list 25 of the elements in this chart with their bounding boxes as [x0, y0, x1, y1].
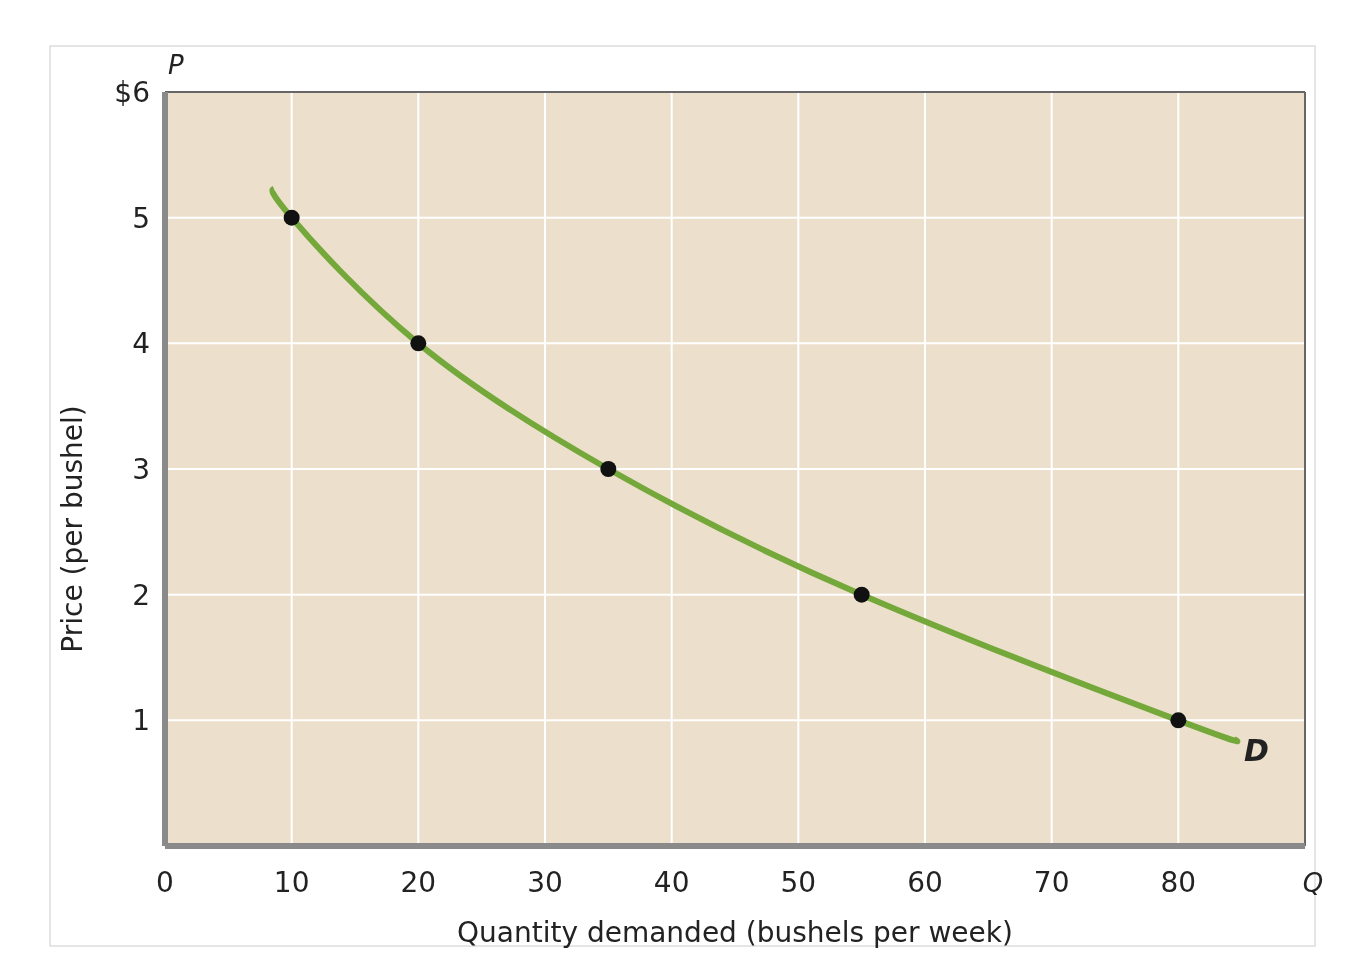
y-axis-title: Price (per bushel): [56, 405, 89, 653]
point: [853, 586, 870, 603]
y-tick-label: 5: [132, 201, 150, 235]
x-tick-label: 70: [1033, 866, 1070, 899]
x-axis-title: Quantity demanded (bushels per week): [457, 916, 1013, 949]
x-tick-label: 60: [907, 866, 943, 899]
y-tick-label: 1: [132, 704, 150, 738]
point: [410, 335, 427, 352]
point: [600, 461, 617, 477]
x-tick-label: 30: [527, 866, 563, 899]
x-tick-label: 80: [1160, 866, 1197, 899]
y-tick-label: 4: [132, 327, 150, 361]
y-tick-label: 3: [132, 453, 150, 486]
point: [283, 209, 300, 226]
y-tick-label: 2: [132, 578, 150, 612]
x-tick-label: 50: [780, 866, 817, 899]
text: P: [168, 50, 184, 80]
x-tick-label: 0: [156, 866, 174, 899]
series-label: D: [1244, 733, 1269, 769]
x-tick-label: 40: [653, 866, 690, 899]
y-tick-label: $6: [114, 76, 150, 109]
text: Q: [1302, 868, 1324, 898]
point: [1170, 712, 1187, 729]
x-tick-label: 20: [400, 866, 437, 899]
x-tick-label: 10: [273, 866, 310, 899]
